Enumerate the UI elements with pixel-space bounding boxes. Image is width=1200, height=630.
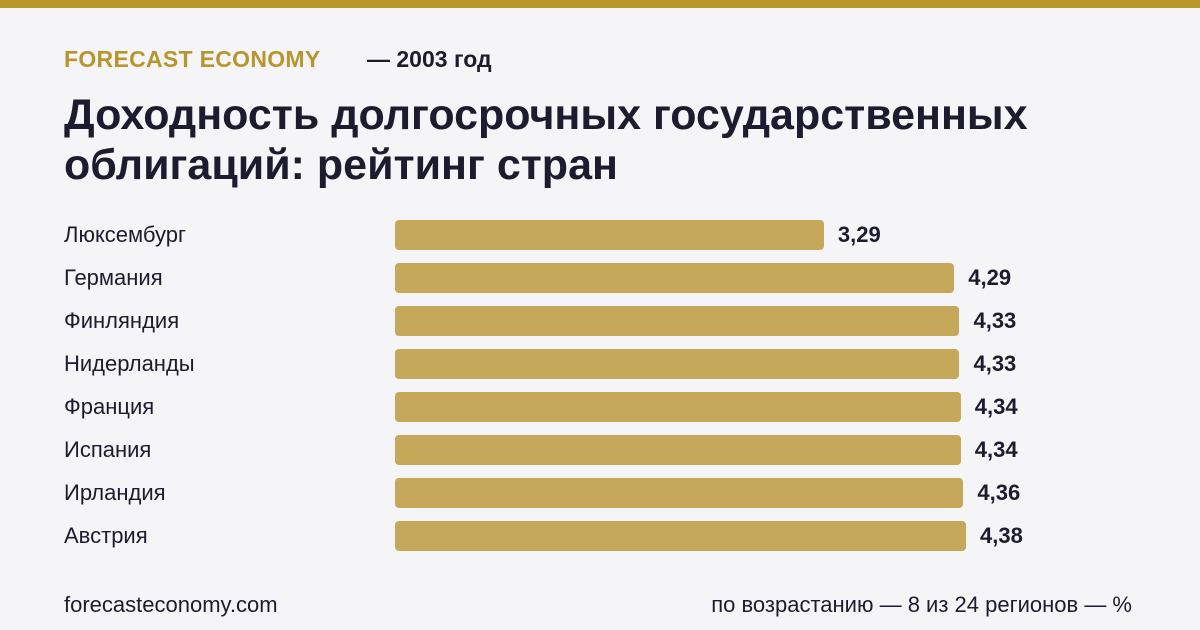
category-label: Германия xyxy=(64,265,163,290)
value-label: 4,34 xyxy=(974,437,1018,462)
bar xyxy=(395,349,960,379)
bar xyxy=(395,220,824,250)
bar xyxy=(395,306,960,336)
value-label: 4,33 xyxy=(973,308,1017,333)
category-label: Нидерланды xyxy=(64,351,195,376)
bar xyxy=(395,521,966,551)
bar xyxy=(395,435,961,465)
chart-title: Доходность долгосрочных государственных … xyxy=(64,91,1028,189)
category-label: Франция xyxy=(64,394,155,419)
category-label: Австрия xyxy=(64,523,148,548)
value-label: 4,38 xyxy=(980,523,1023,548)
category-label: Ирландия xyxy=(64,480,166,505)
category-label: Люксембург xyxy=(64,222,187,247)
subtitle: — 2003 год xyxy=(367,46,492,72)
brand: FORECAST ECONOMY xyxy=(64,46,321,72)
bar xyxy=(395,263,955,293)
bar xyxy=(395,478,964,508)
category-label: Финляндия xyxy=(64,308,180,333)
bar xyxy=(395,392,961,422)
top-bar xyxy=(0,0,1200,8)
note: по возрастанию — 8 из 24 регионов — % xyxy=(711,592,1132,617)
category-label: Испания xyxy=(64,437,152,462)
value-label: 3,29 xyxy=(837,222,881,247)
value-label: 4,34 xyxy=(974,394,1018,419)
value-label: 4,33 xyxy=(973,351,1017,376)
value-label: 4,29 xyxy=(968,265,1012,290)
source: forecasteconomy.com xyxy=(64,592,278,617)
value-label: 4,36 xyxy=(977,480,1021,505)
